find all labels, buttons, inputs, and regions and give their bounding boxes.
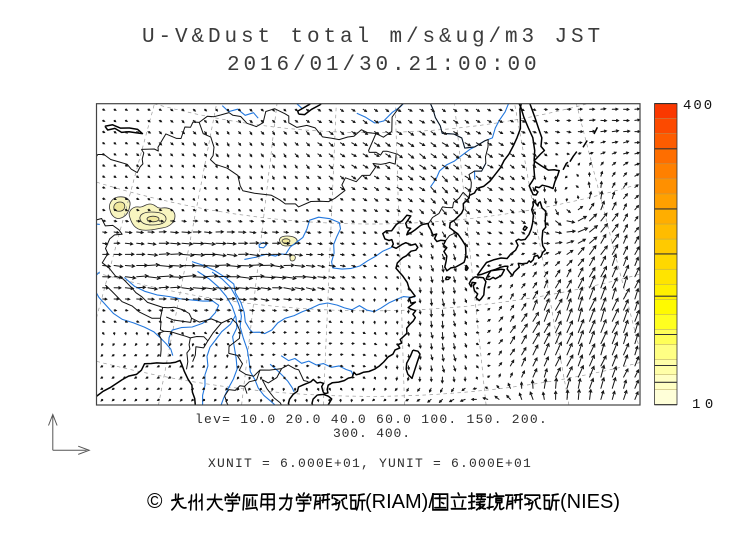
svg-text:400: 400 (683, 98, 714, 114)
svg-text:10: 10 (692, 397, 718, 413)
